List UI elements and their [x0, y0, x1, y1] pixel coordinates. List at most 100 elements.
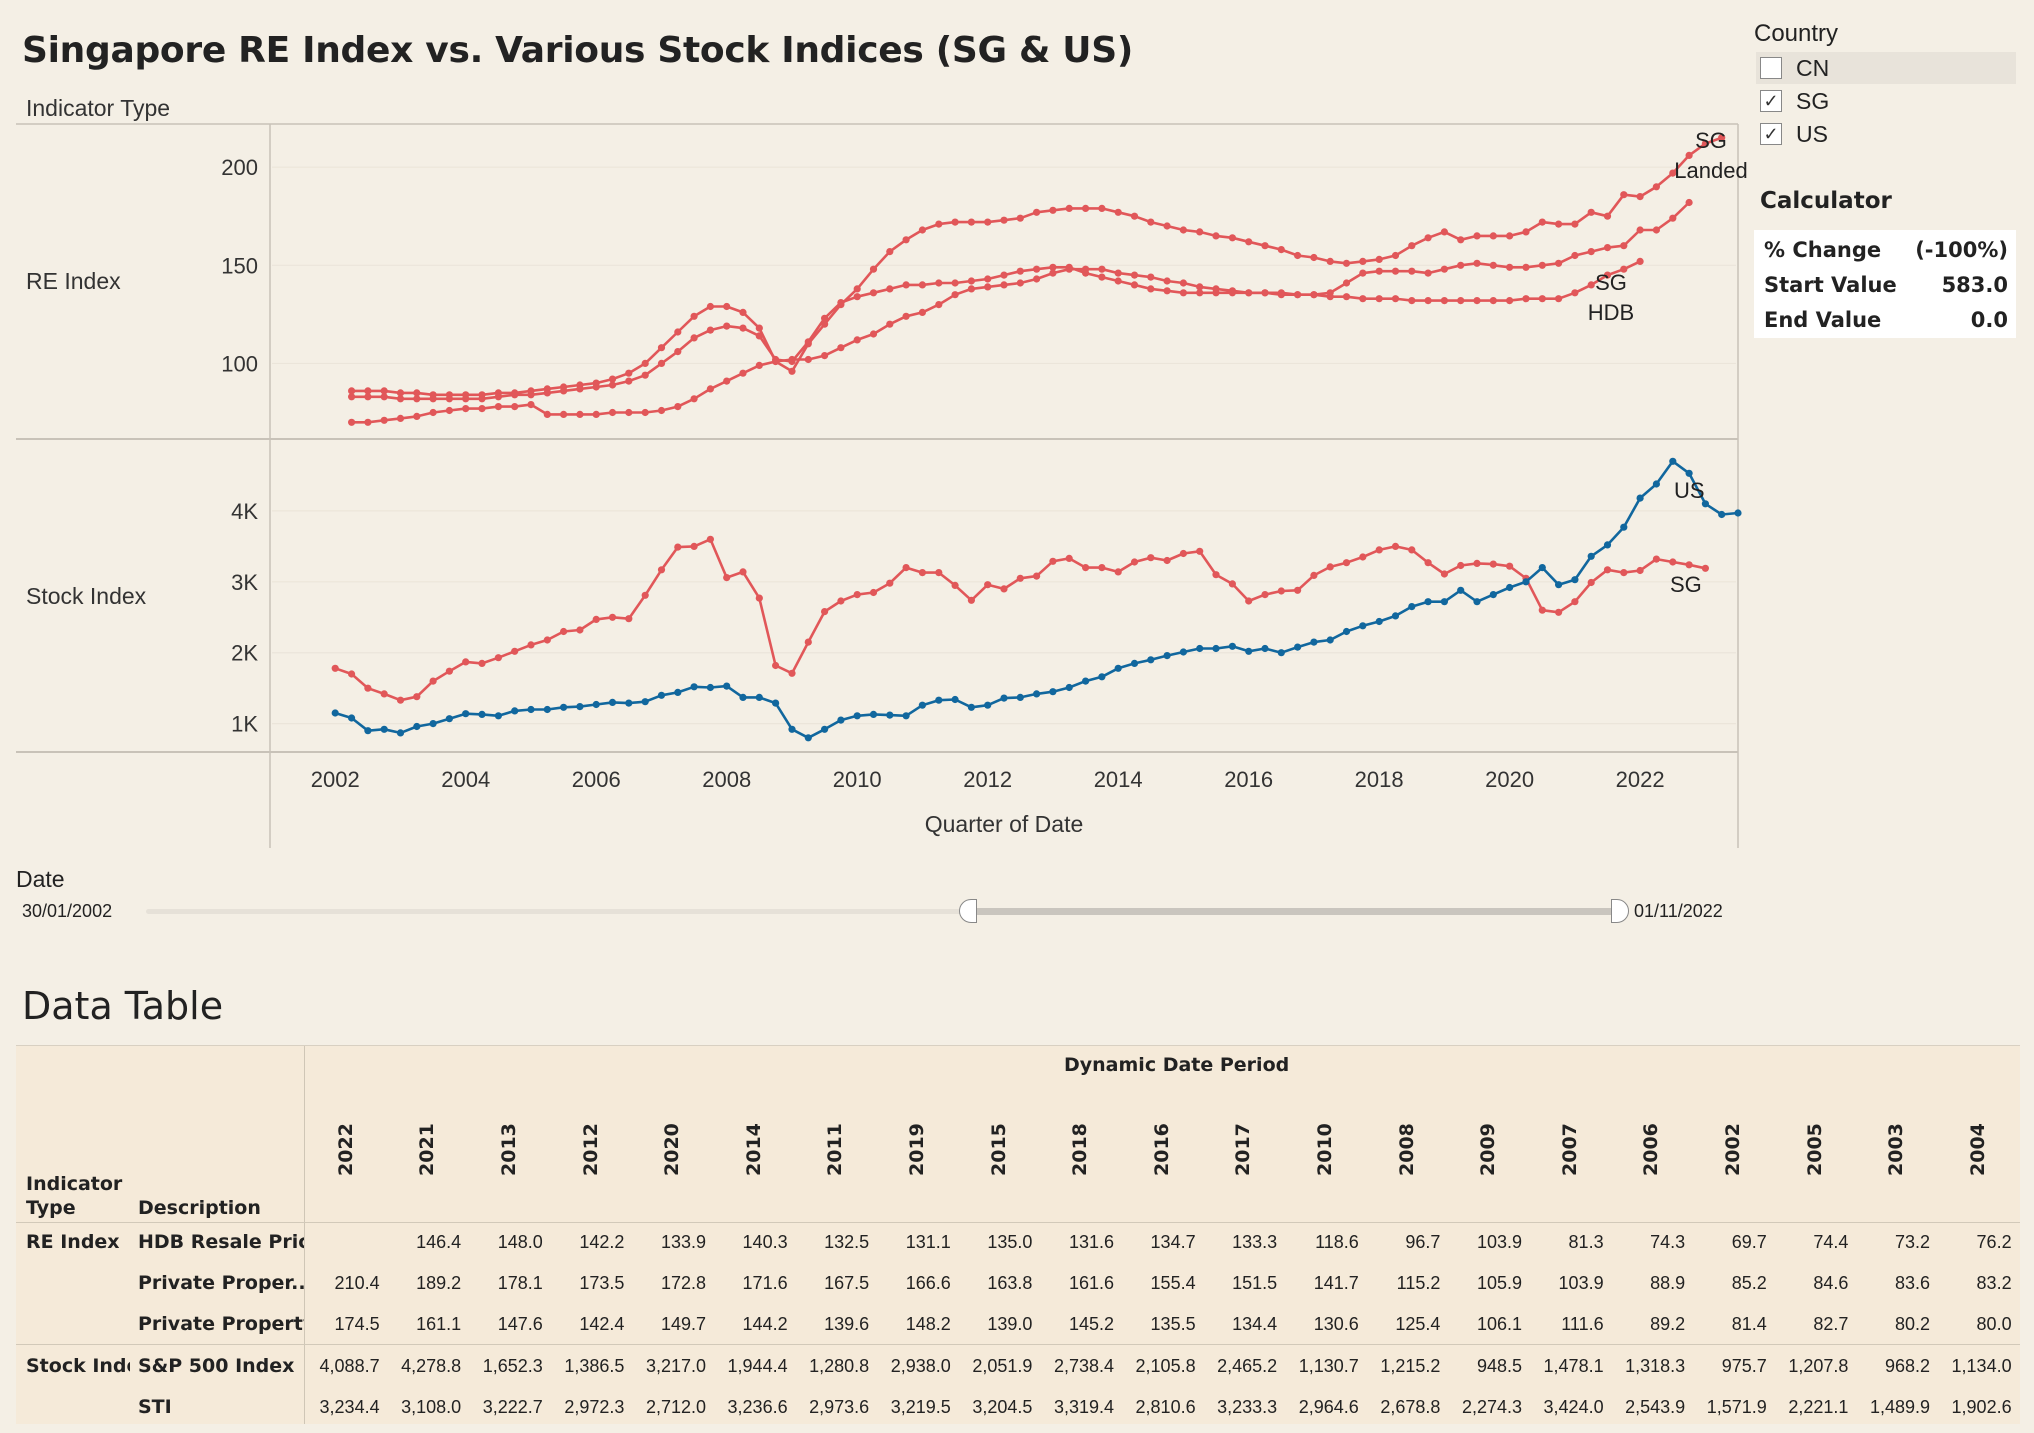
checkbox-checked-icon[interactable]: ✓: [1760, 90, 1782, 112]
date-slider-end-handle[interactable]: [1611, 899, 1629, 923]
date-end-value: 01/11/2022: [1634, 901, 1723, 921]
data-point: [1555, 295, 1563, 303]
indicator-type-cell: Stock Index: [26, 1355, 130, 1377]
data-point: [1506, 263, 1514, 271]
data-point: [1082, 265, 1090, 273]
data-point: [1245, 238, 1253, 246]
data-point: [1424, 598, 1432, 606]
table-value-cell: 3,234.4: [319, 1397, 380, 1417]
date-slider-track[interactable]: [146, 909, 1618, 914]
data-point: [364, 387, 372, 395]
table-value-cell: 2,972.3: [564, 1397, 625, 1417]
table-value-cell: 4,088.7: [319, 1356, 380, 1376]
table-value-cell: 163.8: [987, 1273, 1033, 1293]
checkbox-icon[interactable]: [1760, 57, 1782, 79]
table-value-cell: 975.7: [1721, 1356, 1767, 1376]
year-column-header: 2022: [334, 1123, 357, 1176]
x-tick-label: 2016: [1224, 767, 1273, 792]
data-point: [1375, 617, 1383, 626]
data-point: [1359, 257, 1367, 265]
data-point: [739, 568, 747, 576]
year-column-header: 2021: [416, 1123, 439, 1176]
table-value-cell: 85.2: [1731, 1273, 1767, 1293]
calc-label: Start Value: [1764, 273, 1897, 297]
data-point: [413, 722, 421, 731]
data-point: [902, 564, 910, 572]
data-point: [902, 712, 910, 720]
country-option-us[interactable]: ✓ US: [1756, 118, 2016, 150]
data-point: [674, 403, 682, 411]
data-point: [869, 710, 878, 719]
data-point: [462, 395, 470, 403]
data-point: [1375, 546, 1383, 554]
data-point: [1049, 557, 1057, 565]
data-point: [348, 714, 356, 722]
data-point: [788, 355, 796, 364]
country-option-cn[interactable]: CN: [1756, 52, 2016, 84]
data-point: [560, 387, 568, 395]
data-point: [1065, 683, 1073, 692]
data-point: [918, 701, 927, 709]
data-point: [951, 291, 959, 299]
data-point: [1261, 289, 1269, 297]
data-point: [1163, 556, 1171, 565]
data-point: [1620, 265, 1628, 273]
data-point: [1179, 549, 1187, 558]
table-value-cell: 111.6: [1561, 1314, 1604, 1334]
series-end-label: SG: [1670, 572, 1702, 597]
data-point: [886, 285, 894, 293]
data-point: [608, 698, 617, 707]
country-option-label: SG: [1796, 87, 1830, 114]
year-column-header: 2010: [1314, 1123, 1336, 1176]
data-point: [543, 410, 551, 418]
data-table-title: Data Table: [22, 984, 224, 1028]
data-point: [984, 701, 992, 709]
data-point: [1049, 688, 1057, 696]
year-column-header: 2004: [1966, 1123, 1989, 1176]
table-value-cell: 105.9: [1476, 1273, 1522, 1293]
table-value-cell: 82.7: [1813, 1314, 1849, 1334]
table-value-cell: 161.6: [1068, 1273, 1114, 1293]
table-value-cell: 1,215.2: [1380, 1356, 1441, 1376]
data-point: [739, 693, 747, 702]
data-point: [1538, 564, 1546, 572]
data-point: [1685, 561, 1693, 569]
table-value-cell: 88.9: [1650, 1273, 1686, 1293]
date-slider-range[interactable]: [968, 908, 1620, 915]
data-point: [984, 218, 992, 226]
data-point: [1408, 603, 1416, 611]
data-point: [527, 401, 535, 409]
data-point: [1587, 578, 1595, 587]
data-point: [837, 344, 845, 352]
data-point: [821, 608, 829, 616]
data-point: [902, 312, 910, 320]
data-point: [1049, 269, 1057, 277]
table-value-cell: 139.0: [987, 1314, 1033, 1334]
data-point: [1310, 291, 1318, 299]
year-column-header: 2015: [987, 1123, 1010, 1176]
table-value-cell: 2,678.8: [1380, 1397, 1441, 1417]
x-tick-label: 2012: [963, 767, 1012, 792]
data-point: [445, 406, 453, 415]
checkbox-checked-icon[interactable]: ✓: [1760, 123, 1782, 145]
data-point: [1555, 581, 1563, 589]
data-point: [1277, 587, 1285, 595]
data-point: [608, 613, 617, 621]
series-end-label: Landed: [1674, 158, 1747, 183]
table-value-cell: 3,424.0: [1543, 1397, 1604, 1417]
table-value-cell: 167.5: [824, 1273, 870, 1293]
table-value-cell: 144.2: [742, 1314, 788, 1334]
data-point: [1375, 267, 1383, 275]
series-end-label: US: [1674, 478, 1705, 503]
data-point: [511, 647, 519, 655]
country-option-sg[interactable]: ✓ SG: [1756, 85, 2016, 117]
data-point: [1734, 509, 1742, 517]
data-point: [1342, 627, 1351, 636]
date-slider-start-handle[interactable]: [959, 899, 977, 923]
data-point: [1506, 562, 1514, 570]
x-tick-label: 2002: [311, 767, 360, 792]
data-point: [494, 393, 502, 401]
table-value-cell: 2,105.8: [1135, 1356, 1196, 1376]
data-point: [1473, 559, 1481, 568]
data-point: [1522, 228, 1530, 236]
